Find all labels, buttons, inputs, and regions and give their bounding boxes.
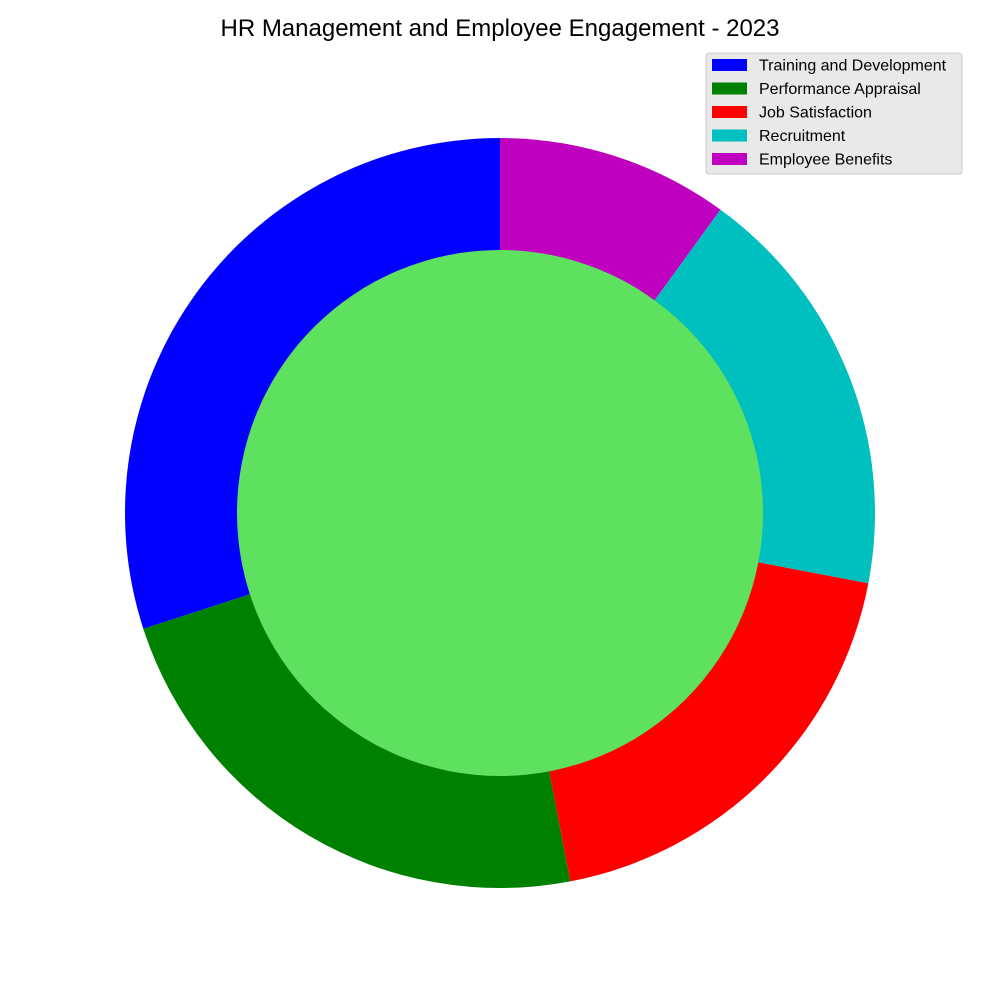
donut-center [237,250,763,776]
legend-swatch-employee-benefits [712,153,747,165]
legend-swatch-performance-appraisal [712,82,747,95]
legend: Training and Development Performance Appr… [705,52,963,175]
legend-swatch-recruitment [712,129,747,142]
chart-title: HR Management and Employee Engagement - … [220,15,779,42]
legend-label-job-satisfaction: Job Satisfaction [759,105,872,122]
legend-label-training-and-development: Training and Development [759,58,947,75]
legend-label-recruitment: Recruitment [759,128,846,145]
legend-box [705,52,963,175]
legend-label-employee-benefits: Employee Benefits [759,152,892,169]
legend-swatch-job-satisfaction [712,106,747,118]
legend-items: Training and Development Performance Appr… [712,58,947,169]
legend-label-performance-appraisal: Performance Appraisal [759,81,921,98]
legend-swatch-training-and-development [712,59,747,71]
